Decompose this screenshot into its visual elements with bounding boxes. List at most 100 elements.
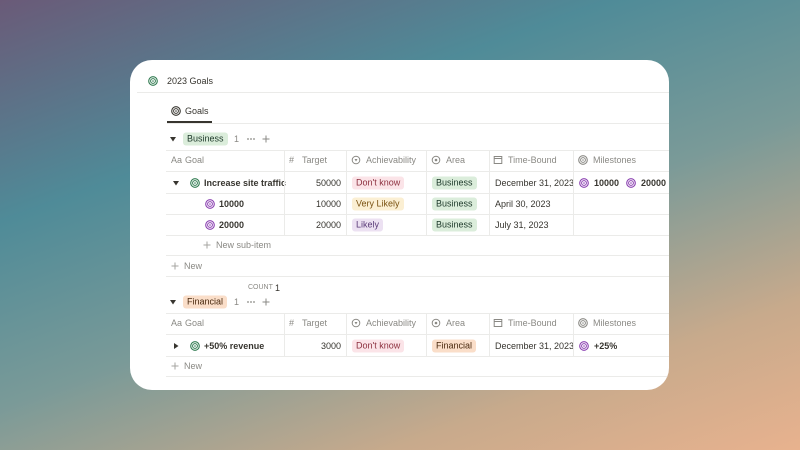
column-icon: # xyxy=(289,155,295,165)
divider xyxy=(426,150,427,171)
page-icon xyxy=(148,76,158,86)
goal-icon xyxy=(190,340,200,351)
divider xyxy=(166,276,669,277)
target-value: 20000 xyxy=(315,219,341,230)
divider xyxy=(166,376,669,377)
view-icon xyxy=(171,106,181,116)
window: 2023 Goals Goals Business 1 Aa Goal # Target Ach… xyxy=(130,60,669,390)
column-header: Time-Bound xyxy=(508,318,557,328)
goal-title[interactable]: Increase site traffic xyxy=(204,177,287,188)
group-menu[interactable] xyxy=(246,134,256,144)
column-header: Target xyxy=(302,155,328,165)
footer-label: COUNT xyxy=(248,284,273,291)
divider xyxy=(284,214,285,235)
divider xyxy=(489,193,490,214)
achievability-tag: Likely xyxy=(352,218,384,231)
target-value: 50000 xyxy=(315,177,341,188)
column-header: Goal xyxy=(185,155,205,165)
milestone-link[interactable]: +25% xyxy=(594,340,618,351)
divider xyxy=(284,150,285,171)
new-sub-item[interactable]: New sub-item xyxy=(216,240,272,250)
divider xyxy=(166,255,669,256)
column-icon xyxy=(578,318,588,328)
group-add[interactable] xyxy=(261,134,271,144)
target-value: 3000 xyxy=(320,340,341,351)
new-row[interactable]: New xyxy=(184,261,203,271)
area-tag: Business xyxy=(432,176,477,189)
divider xyxy=(166,235,669,236)
divider xyxy=(284,193,285,214)
divider xyxy=(284,335,285,356)
divider xyxy=(166,214,669,215)
divider xyxy=(166,313,669,314)
column-icon xyxy=(493,156,503,164)
divider xyxy=(573,150,574,171)
area-tag: Business xyxy=(432,218,477,231)
footer-value: 1 xyxy=(275,283,281,293)
divider xyxy=(167,123,669,124)
group-tag: Business xyxy=(183,132,228,146)
divider xyxy=(346,150,347,171)
divider xyxy=(426,335,427,356)
date-value: July 31, 2023 xyxy=(495,219,549,230)
divider xyxy=(573,313,574,334)
view-tab[interactable]: Goals xyxy=(185,106,209,116)
area-tag: Financial xyxy=(432,339,477,352)
column-header: Time-Bound xyxy=(508,155,557,165)
column-icon xyxy=(351,318,361,328)
column-header: Achievability xyxy=(366,155,417,165)
milestone-link[interactable]: 20000 xyxy=(641,177,667,188)
goal-title[interactable]: 20000 xyxy=(219,219,245,230)
group-menu[interactable] xyxy=(246,297,256,307)
milestone-icon xyxy=(579,340,589,351)
column-header: Achievability xyxy=(366,318,417,328)
group-toggle[interactable] xyxy=(168,134,178,144)
divider xyxy=(346,172,347,193)
goal-icon xyxy=(205,219,215,230)
target-value: 10000 xyxy=(315,198,341,209)
divider xyxy=(166,171,669,172)
new-row[interactable]: New xyxy=(184,361,203,371)
divider xyxy=(489,214,490,235)
column-header: Milestones xyxy=(593,155,637,165)
column-icon xyxy=(431,318,441,328)
date-value: December 31, 2023 xyxy=(495,340,575,351)
column-header: Goal xyxy=(185,318,205,328)
milestone-link[interactable]: 10000 xyxy=(594,177,620,188)
column-header: Milestones xyxy=(593,318,637,328)
divider xyxy=(426,172,427,193)
group-add[interactable] xyxy=(261,297,271,307)
goal-icon xyxy=(190,177,200,188)
divider xyxy=(489,150,490,171)
achievability-tag: Don't know xyxy=(352,176,405,189)
divider xyxy=(166,356,669,357)
add-icon[interactable] xyxy=(170,261,180,271)
goal-title[interactable]: 10000 xyxy=(219,198,245,209)
expand-toggle[interactable] xyxy=(171,178,181,188)
divider xyxy=(346,193,347,214)
goal-title[interactable]: +50% revenue xyxy=(204,340,265,351)
group-toggle[interactable] xyxy=(168,297,178,307)
column-header: Area xyxy=(446,318,466,328)
column-icon xyxy=(351,155,361,165)
date-value: December 31, 2023 xyxy=(495,177,575,188)
divider xyxy=(346,335,347,356)
divider xyxy=(284,313,285,334)
divider xyxy=(489,313,490,334)
divider xyxy=(489,172,490,193)
divider xyxy=(166,193,669,194)
divider xyxy=(166,150,669,151)
divider xyxy=(284,172,285,193)
divider xyxy=(426,193,427,214)
milestone-icon xyxy=(579,177,589,188)
column-icon xyxy=(493,319,503,327)
group-count: 1 xyxy=(234,297,240,307)
divider xyxy=(346,214,347,235)
column-icon xyxy=(431,155,441,165)
add-icon[interactable] xyxy=(202,240,212,250)
expand-toggle[interactable] xyxy=(171,341,181,351)
column-icon: Aa xyxy=(171,318,183,328)
column-icon xyxy=(578,155,588,165)
divider xyxy=(166,334,669,335)
add-icon[interactable] xyxy=(170,361,180,371)
